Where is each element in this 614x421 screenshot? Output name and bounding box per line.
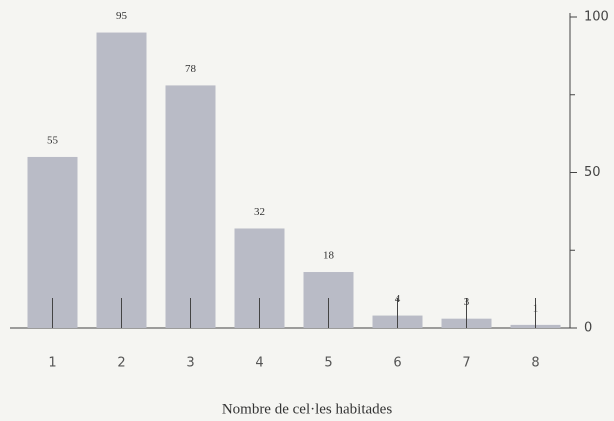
x-tick-label: 5 [324,356,332,371]
value-label: 55 [47,134,59,146]
value-label: 18 [323,250,335,262]
x-tick-label: 4 [255,356,263,371]
y-tick-label: 100 [584,10,609,25]
value-label: 4 [395,293,401,305]
value-label: 1 [533,302,539,314]
value-label: 95 [116,10,128,22]
x-tick-label: 8 [531,356,539,371]
value-label: 78 [185,63,197,75]
bar [96,32,147,329]
x-tick-label: 2 [117,356,125,371]
value-label: 32 [254,206,265,218]
x-tick-label: 7 [462,356,470,371]
y-tick-label: 0 [584,321,592,336]
x-tick-label: 1 [48,356,56,371]
bar [165,85,216,328]
x-axis-label: Nombre de cel·les habitades [222,401,393,417]
y-tick-label: 50 [584,165,601,180]
x-tick-label: 6 [393,356,401,371]
value-label: 3 [464,296,470,308]
x-tick-label: 3 [186,356,194,371]
